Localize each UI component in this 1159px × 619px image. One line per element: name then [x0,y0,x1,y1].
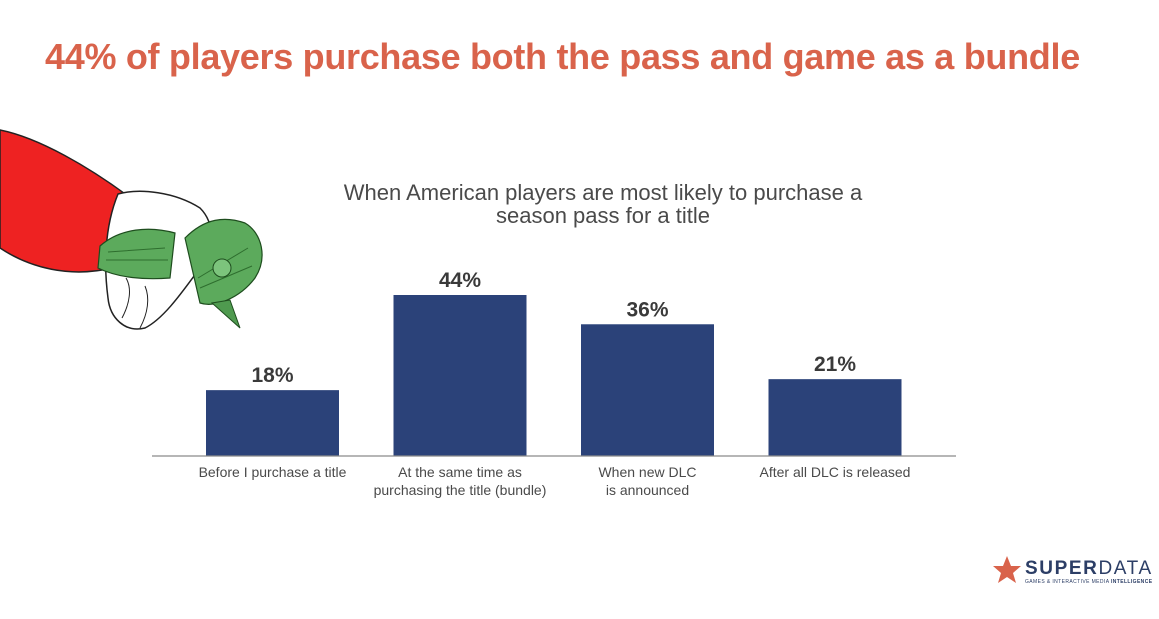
bar-2 [393,295,527,456]
bar-value-label-3: 36% [626,298,668,321]
logo-wordmark: SUPERDATA [1025,558,1153,580]
logo-tagline-a: GAMES & INTERACTIVE MEDIA [1025,579,1111,585]
logo-tagline-b: INTELLIGENCE [1110,579,1153,585]
category-label-2-line-1: At the same time as [398,464,522,480]
category-label-2-line-2: purchasing the title (bundle) [374,482,547,498]
chart-title: When American players are most likely to… [300,181,906,227]
category-label-4: After all DLC is released [760,464,911,480]
bar-value-label-2: 44% [439,269,481,292]
bar-1 [206,390,339,456]
chart-title-line-1: When American players are most likely to… [343,180,863,205]
hand-clutching-money-icon [0,129,263,330]
bar-4 [768,379,902,456]
chart-title-line-2: season pass for a title [495,203,710,228]
category-label-3-line-1: When new DLC [598,464,696,480]
bar-value-label-4: 21% [814,353,856,376]
bar-value-label-1: 18% [251,364,293,387]
category-label-1: Before I purchase a title [199,464,347,480]
logo-tagline: GAMES & INTERACTIVE MEDIA INTELLIGENCE [1025,579,1152,585]
star-icon [993,556,1021,583]
category-label-3-line-2: is announced [606,482,689,498]
superdata-logo: SUPERDATA GAMES & INTERACTIVE MEDIA INTE… [992,553,1152,589]
logo-word-bold: SUPER [1025,558,1099,579]
logo-word-light: DATA [1098,558,1153,579]
bar-3 [581,324,714,456]
page-headline: 44% of players purchase both the pass an… [45,36,1080,77]
